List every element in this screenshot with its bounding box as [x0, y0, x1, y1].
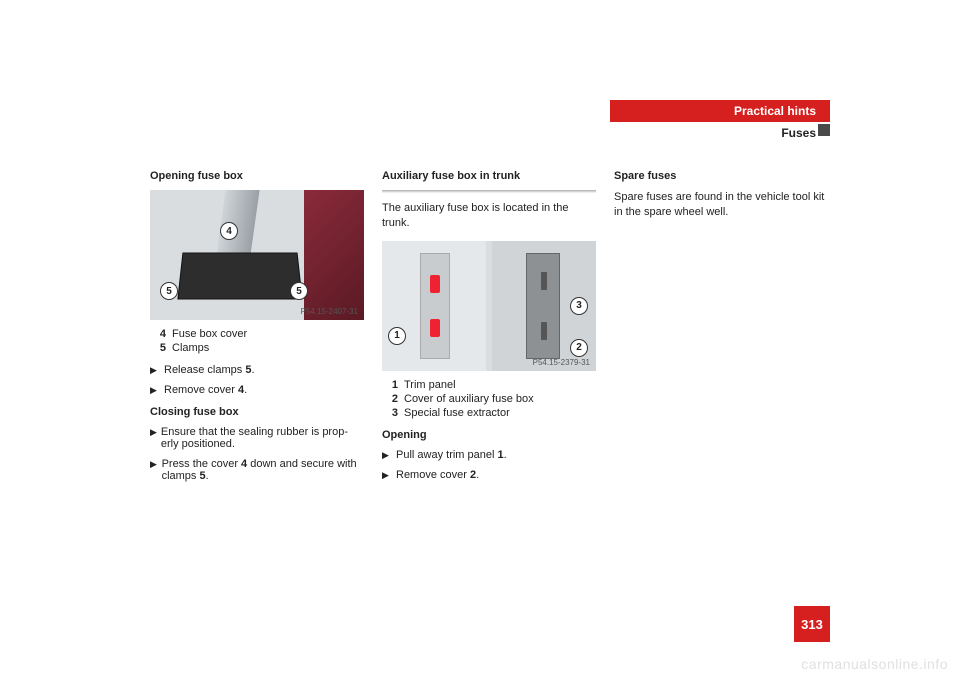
legend-text: Fuse box cover	[172, 328, 247, 340]
col3-body: Spare fuses are found in the vehicle too…	[614, 190, 828, 220]
bullet-icon: ▶	[382, 449, 396, 461]
content-columns: Opening fuse box 4 5 5 P54.15-2407-31 4 …	[150, 170, 830, 490]
step-text: Ensure that the sealing rubber is prop-e…	[161, 426, 364, 450]
col1-heading-2: Closing fuse box	[150, 406, 364, 418]
step-text: Press the cover 4 down and secure with c…	[162, 458, 364, 482]
legend-num: 4	[150, 328, 166, 340]
fig2-clip	[430, 319, 440, 337]
callout-5-right: 5	[290, 282, 308, 300]
step-text: Remove cover 2.	[396, 469, 479, 481]
fig2-caption: P54.15-2379-31	[533, 358, 590, 367]
bullet-icon: ▶	[382, 469, 396, 481]
step-row: ▶ Remove cover 2.	[382, 469, 596, 481]
callout-3: 3	[570, 297, 588, 315]
chapter-title: Practical hints	[734, 104, 816, 118]
fig1-caption: P54.15-2407-31	[301, 307, 358, 316]
bullet-icon: ▶	[150, 384, 164, 396]
section-marker	[818, 124, 830, 136]
step-row: ▶ Pull away trim panel 1.	[382, 449, 596, 461]
legend-row: 2 Cover of auxiliary fuse box	[382, 393, 596, 405]
figure-fusebox: 4 5 5 P54.15-2407-31	[150, 190, 364, 320]
legend-text: Clamps	[172, 342, 209, 354]
bullet-icon: ▶	[150, 458, 162, 482]
legend-num: 3	[382, 407, 398, 419]
fig2-cover	[526, 253, 560, 359]
step-text: Pull away trim panel 1.	[396, 449, 507, 461]
col2-intro: The auxiliary fuse box is located in the…	[382, 201, 596, 231]
column-3: Spare fuses Spare fuses are found in the…	[614, 170, 828, 490]
step-row: ▶ Remove cover 4.	[150, 384, 364, 396]
column-1: Opening fuse box 4 5 5 P54.15-2407-31 4 …	[150, 170, 364, 490]
step-text: Remove cover 4.	[164, 384, 247, 396]
callout-4: 4	[220, 222, 238, 240]
callout-2: 2	[570, 339, 588, 357]
legend-text: Cover of auxiliary fuse box	[404, 393, 534, 405]
fig2-slot	[541, 272, 547, 290]
fig2-clip	[430, 275, 440, 293]
legend-row: 3 Special fuse extractor	[382, 407, 596, 419]
legend-num: 5	[150, 342, 166, 354]
fig1-fusebox	[177, 252, 302, 299]
col2-heading-1: Auxiliary fuse box in trunk	[382, 170, 596, 182]
column-2: Auxiliary fuse box in trunk The auxiliar…	[382, 170, 596, 490]
legend-text: Trim panel	[404, 379, 456, 391]
section-header: Fuses	[610, 126, 830, 140]
fig2-trim-panel	[420, 253, 450, 359]
fig2-slot	[541, 322, 547, 340]
step-row: ▶ Press the cover 4 down and secure with…	[150, 458, 364, 482]
callout-1: 1	[388, 327, 406, 345]
col1-legend: 4 Fuse box cover 5 Clamps	[150, 328, 364, 354]
col2-heading-2: Opening	[382, 429, 596, 441]
figure-aux-fusebox: 1 3 2 P54.15-2379-31	[382, 241, 596, 371]
legend-num: 1	[382, 379, 398, 391]
col2-legend: 1 Trim panel 2 Cover of auxiliary fuse b…	[382, 379, 596, 419]
step-row: ▶ Release clamps 5.	[150, 364, 364, 376]
legend-row: 1 Trim panel	[382, 379, 596, 391]
col3-heading: Spare fuses	[614, 170, 828, 182]
legend-text: Special fuse extractor	[404, 407, 510, 419]
bullet-icon: ▶	[150, 426, 161, 450]
heading-underline	[382, 190, 596, 193]
watermark: carmanualsonline.info	[801, 656, 948, 672]
section-title: Fuses	[781, 126, 816, 140]
callout-5-left: 5	[160, 282, 178, 300]
legend-row: 4 Fuse box cover	[150, 328, 364, 340]
fig1-bodywork	[304, 190, 364, 320]
col1-heading-1: Opening fuse box	[150, 170, 364, 182]
legend-row: 5 Clamps	[150, 342, 364, 354]
chapter-header: Practical hints	[610, 100, 830, 122]
legend-num: 2	[382, 393, 398, 405]
step-text: Release clamps 5.	[164, 364, 255, 376]
bullet-icon: ▶	[150, 364, 164, 376]
step-row: ▶ Ensure that the sealing rubber is prop…	[150, 426, 364, 450]
fig2-left-panel	[382, 241, 486, 371]
page-number: 313	[794, 606, 830, 642]
